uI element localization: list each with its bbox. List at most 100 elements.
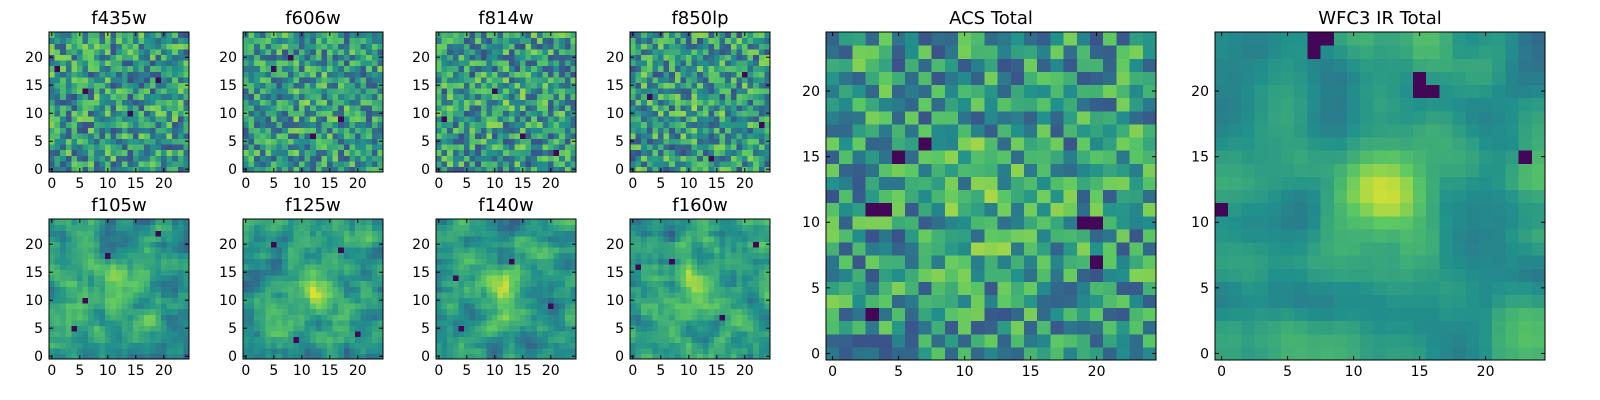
heatmap-cell — [327, 43, 334, 50]
heatmap-cell — [343, 269, 350, 276]
heatmap-cell — [458, 219, 465, 226]
heatmap-cell — [697, 127, 704, 134]
heatmap-cell — [736, 347, 743, 354]
heatmap-cell — [293, 71, 300, 78]
heatmap-cell — [127, 116, 134, 123]
heatmap-cell — [60, 60, 67, 67]
heatmap-cell — [486, 76, 493, 83]
heatmap-cell — [635, 138, 642, 145]
heatmap-cell — [99, 71, 106, 78]
heatmap-cell — [536, 263, 543, 270]
heatmap-cell — [172, 82, 179, 89]
heatmap-cell — [564, 308, 571, 315]
heatmap-cell — [259, 110, 266, 117]
heatmap-cell — [265, 32, 272, 39]
heatmap-cell — [371, 82, 378, 89]
heatmap-cell — [327, 144, 334, 151]
heatmap-cell — [293, 166, 300, 173]
heatmap-cell — [559, 308, 566, 315]
heatmap-cell — [161, 37, 168, 44]
heatmap-cell — [366, 247, 373, 254]
heatmap-cell — [315, 110, 322, 117]
heatmap-cell — [82, 110, 89, 117]
heatmap-cell — [349, 297, 356, 304]
heatmap-cell — [553, 121, 560, 128]
heatmap-cell — [503, 82, 510, 89]
heatmap-cell — [753, 280, 760, 287]
heatmap-cell — [82, 160, 89, 167]
heatmap-cell — [747, 297, 754, 304]
heatmap-cell — [127, 297, 134, 304]
heatmap-cell — [127, 104, 134, 111]
heatmap-cell — [514, 303, 521, 310]
heatmap-cell — [525, 224, 532, 231]
heatmap-cell — [669, 104, 676, 111]
heatmap-cell — [514, 116, 521, 123]
heatmap-cell — [310, 149, 317, 156]
heatmap-cell — [49, 121, 56, 128]
heatmap-cell — [536, 160, 543, 167]
heatmap-cell — [93, 314, 100, 321]
heatmap-cell — [360, 37, 367, 44]
heatmap-cell — [161, 291, 168, 298]
heatmap-cell — [452, 325, 459, 332]
heatmap-cell — [60, 319, 67, 326]
heatmap-cell — [315, 48, 322, 55]
heatmap-cell — [469, 331, 476, 338]
heatmap-cell — [366, 104, 373, 111]
heatmap-cell — [116, 319, 123, 326]
heatmap-cell — [177, 48, 184, 55]
heatmap-cell — [166, 303, 173, 310]
heatmap-cell — [327, 48, 334, 55]
y-tick-label: 0 — [228, 162, 237, 178]
heatmap-cell — [304, 48, 311, 55]
heatmap-cell — [327, 224, 334, 231]
heatmap-cell — [299, 99, 306, 106]
heatmap-cell — [377, 224, 384, 231]
heatmap-cell — [548, 104, 555, 111]
heatmap-cell — [93, 275, 100, 282]
heatmap-cell — [144, 331, 151, 338]
heatmap-cell — [71, 224, 78, 231]
heatmap-cell — [458, 48, 465, 55]
heatmap-cell — [99, 160, 106, 167]
heatmap-cell — [475, 121, 482, 128]
heatmap-cell — [360, 43, 367, 50]
heatmap-cell — [60, 308, 67, 315]
y-tick-label: 5 — [34, 321, 43, 337]
heatmap-cell — [71, 235, 78, 242]
heatmap-cell — [71, 32, 78, 39]
heatmap-cell — [641, 32, 648, 39]
heatmap-cell — [355, 116, 362, 123]
heatmap-cell — [77, 93, 84, 100]
heatmap-cell — [127, 121, 134, 128]
heatmap-cell — [99, 297, 106, 304]
heatmap-cell — [570, 71, 577, 78]
heatmap-cell — [315, 82, 322, 89]
heatmap-cell — [542, 347, 549, 354]
heatmap-cell — [480, 331, 487, 338]
heatmap-cell — [464, 347, 471, 354]
heatmap-cell — [674, 138, 681, 145]
heatmap-cell — [349, 252, 356, 259]
heatmap-cell — [60, 353, 67, 360]
heatmap-cell — [553, 258, 560, 265]
heatmap-cell — [299, 275, 306, 282]
heatmap-cell — [149, 138, 156, 145]
heatmap-cell — [355, 104, 362, 111]
heatmap-cell — [492, 252, 499, 259]
heatmap-cell — [441, 76, 448, 83]
heatmap-cell — [708, 331, 715, 338]
heatmap-cell — [161, 336, 168, 343]
heatmap-cell — [360, 230, 367, 237]
heatmap-cell — [110, 82, 117, 89]
heatmap-cell — [553, 353, 560, 360]
heatmap-cell — [116, 342, 123, 349]
heatmap-cell — [254, 82, 261, 89]
heatmap-cell — [287, 252, 294, 259]
heatmap-cell — [730, 308, 737, 315]
heatmap-cell — [371, 303, 378, 310]
heatmap-cell — [641, 297, 648, 304]
heatmap-cell — [646, 60, 653, 67]
heatmap-cell — [548, 160, 555, 167]
